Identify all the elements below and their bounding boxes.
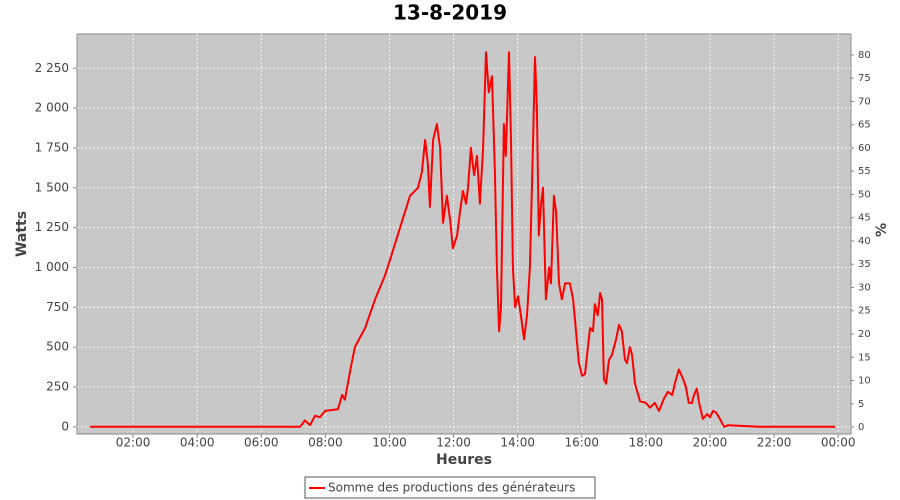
data-line (90, 51, 835, 428)
legend (304, 476, 596, 499)
y2-tick-label: 40 (858, 236, 871, 247)
y2-tick-label: 10 (858, 376, 871, 387)
x-tick-label: 00:00 (821, 436, 856, 450)
y2-tick-label: 50 (858, 189, 871, 200)
y2-tick-label: 70 (858, 96, 871, 107)
y-tick-label: 1 000 (35, 260, 69, 274)
y-tick-label: 500 (46, 340, 69, 354)
x-tick-label: 12:00 (436, 436, 471, 450)
y2-tick-label: 15 (858, 352, 871, 363)
y-tick-label: 1 750 (35, 140, 69, 154)
x-tick-label: 02:00 (116, 436, 151, 450)
x-tick-label: 08:00 (308, 436, 343, 450)
x-tick-label: 14:00 (500, 436, 535, 450)
legend-label: Somme des productions des générateurs (328, 481, 575, 495)
y-tick-label: 2 250 (35, 61, 69, 75)
x-tick-label: 16:00 (564, 436, 599, 450)
x-tick-label: 18:00 (629, 436, 664, 450)
y-axis-label: Watts (14, 211, 30, 257)
y2-tick-label: 55 (858, 166, 871, 177)
y-tick-label: 1 250 (35, 220, 69, 234)
x-tick-label: 04:00 (180, 436, 215, 450)
y-tick-label: 250 (46, 379, 69, 393)
y-tick-label: 750 (46, 300, 69, 314)
y2-tick-label: 0 (858, 422, 864, 433)
y2-axis-label: % (874, 223, 890, 237)
y-tick-label: 1 500 (35, 180, 69, 194)
x-axis-label: Heures (436, 452, 492, 468)
y2-tick-label: 20 (858, 329, 871, 340)
x-tick-label: 22:00 (757, 436, 792, 450)
x-tick-label: 10:00 (372, 436, 407, 450)
plot-area (76, 33, 852, 435)
y-tick-label: 2 000 (35, 101, 69, 115)
x-tick-label: 06:00 (244, 436, 279, 450)
y2-tick-label: 80 (858, 50, 871, 61)
y-tick-label: 0 (61, 419, 69, 433)
y2-tick-label: 65 (858, 120, 871, 131)
x-tick-label: 20:00 (693, 436, 728, 450)
y2-tick-label: 75 (858, 73, 871, 84)
y2-tick-label: 30 (858, 282, 871, 293)
y2-tick-label: 35 (858, 259, 871, 270)
y2-tick-label: 5 (858, 399, 864, 410)
y2-tick-label: 60 (858, 143, 871, 154)
y2-tick-label: 25 (858, 306, 871, 317)
chart-title: 13-8-2019 (393, 1, 507, 25)
y2-tick-label: 45 (858, 213, 871, 224)
